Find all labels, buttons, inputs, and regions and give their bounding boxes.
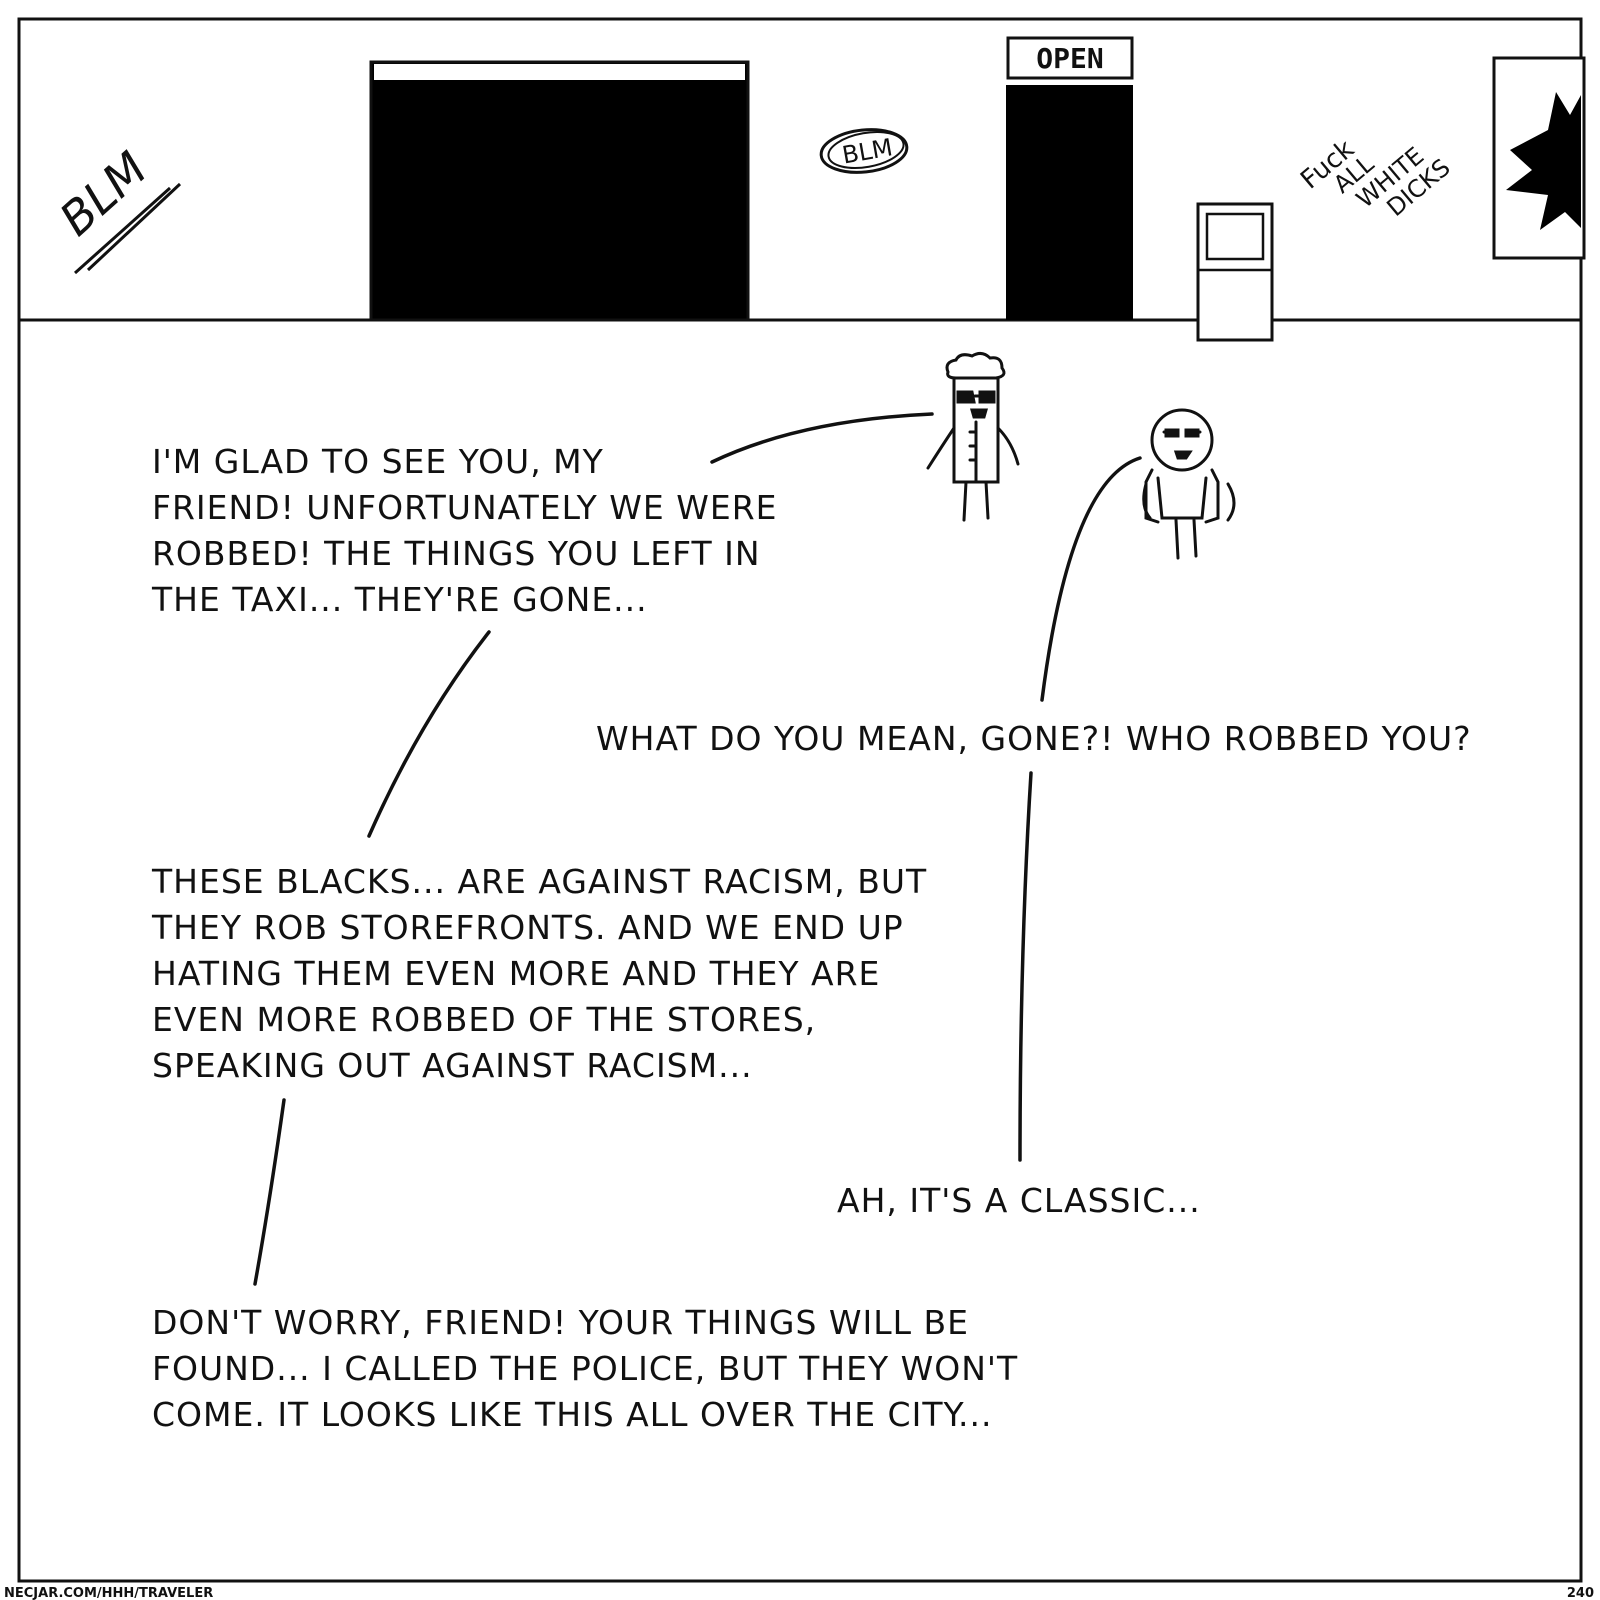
dialogue-4: AH, IT'S A CLASSIC... [837, 1181, 1201, 1220]
dialogue-3: THESE BLACKS... ARE AGAINST RACISM, BUT … [151, 862, 939, 1085]
speech-tails [253, 412, 1142, 1286]
shopkeeper-character [926, 351, 1020, 522]
tail-1 [710, 412, 934, 464]
traveler-character [1142, 408, 1236, 560]
footer-url: NECJAR.COM/HHH/TRAVELER [4, 1586, 213, 1600]
panel-border [17, 17, 1583, 1583]
open-sign-text: OPEN [1036, 42, 1103, 75]
dialogue-2: WHAT DO YOU MEAN, GONE?! WHO ROBBED YOU? [596, 719, 1472, 758]
vending-machine [1196, 202, 1274, 342]
shop-door [1006, 85, 1133, 320]
shop-shutter [369, 60, 750, 322]
tail-2 [1040, 456, 1142, 702]
tail-3 [367, 630, 491, 838]
page-number: 240 [1567, 1586, 1594, 1600]
broken-window [1492, 56, 1586, 260]
dialogue-5: DON'T WORRY, FRIEND! YOUR THINGS WILL BE… [152, 1303, 1030, 1434]
tail-4 [1018, 771, 1033, 1162]
tail-5 [253, 1098, 286, 1286]
open-sign: OPEN [1006, 36, 1134, 80]
dialogue-1: I'M GLAD TO SEE YOU, MY FRIEND! UNFORTUN… [151, 442, 789, 619]
